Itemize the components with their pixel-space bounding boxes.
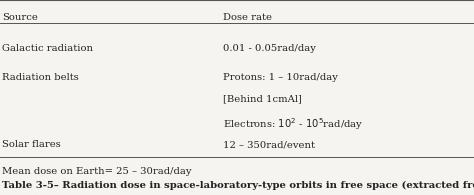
Text: Source: Source	[2, 13, 38, 22]
Text: Protons: 1 – 10rad/day: Protons: 1 – 10rad/day	[223, 73, 337, 82]
Text: Electrons: $10^{2}$ - $10^{5}$rad/day: Electrons: $10^{2}$ - $10^{5}$rad/day	[223, 116, 363, 132]
Text: [Behind 1cmAl]: [Behind 1cmAl]	[223, 95, 301, 104]
Text: Galactic radiation: Galactic radiation	[2, 44, 93, 53]
Text: Dose rate: Dose rate	[223, 13, 272, 22]
Text: Table 3-5– Radiation dose in space-laboratory-type orbits in free space (extract: Table 3-5– Radiation dose in space-labor…	[2, 180, 474, 190]
Text: 2006]): 2006])	[2, 194, 40, 195]
Text: 12 – 350rad/event: 12 – 350rad/event	[223, 140, 315, 149]
Text: Mean dose on Earth= 25 – 30rad/day: Mean dose on Earth= 25 – 30rad/day	[2, 167, 192, 176]
Text: 0.01 - 0.05rad/day: 0.01 - 0.05rad/day	[223, 44, 316, 53]
Text: Radiation belts: Radiation belts	[2, 73, 79, 82]
Text: Solar flares: Solar flares	[2, 140, 61, 149]
